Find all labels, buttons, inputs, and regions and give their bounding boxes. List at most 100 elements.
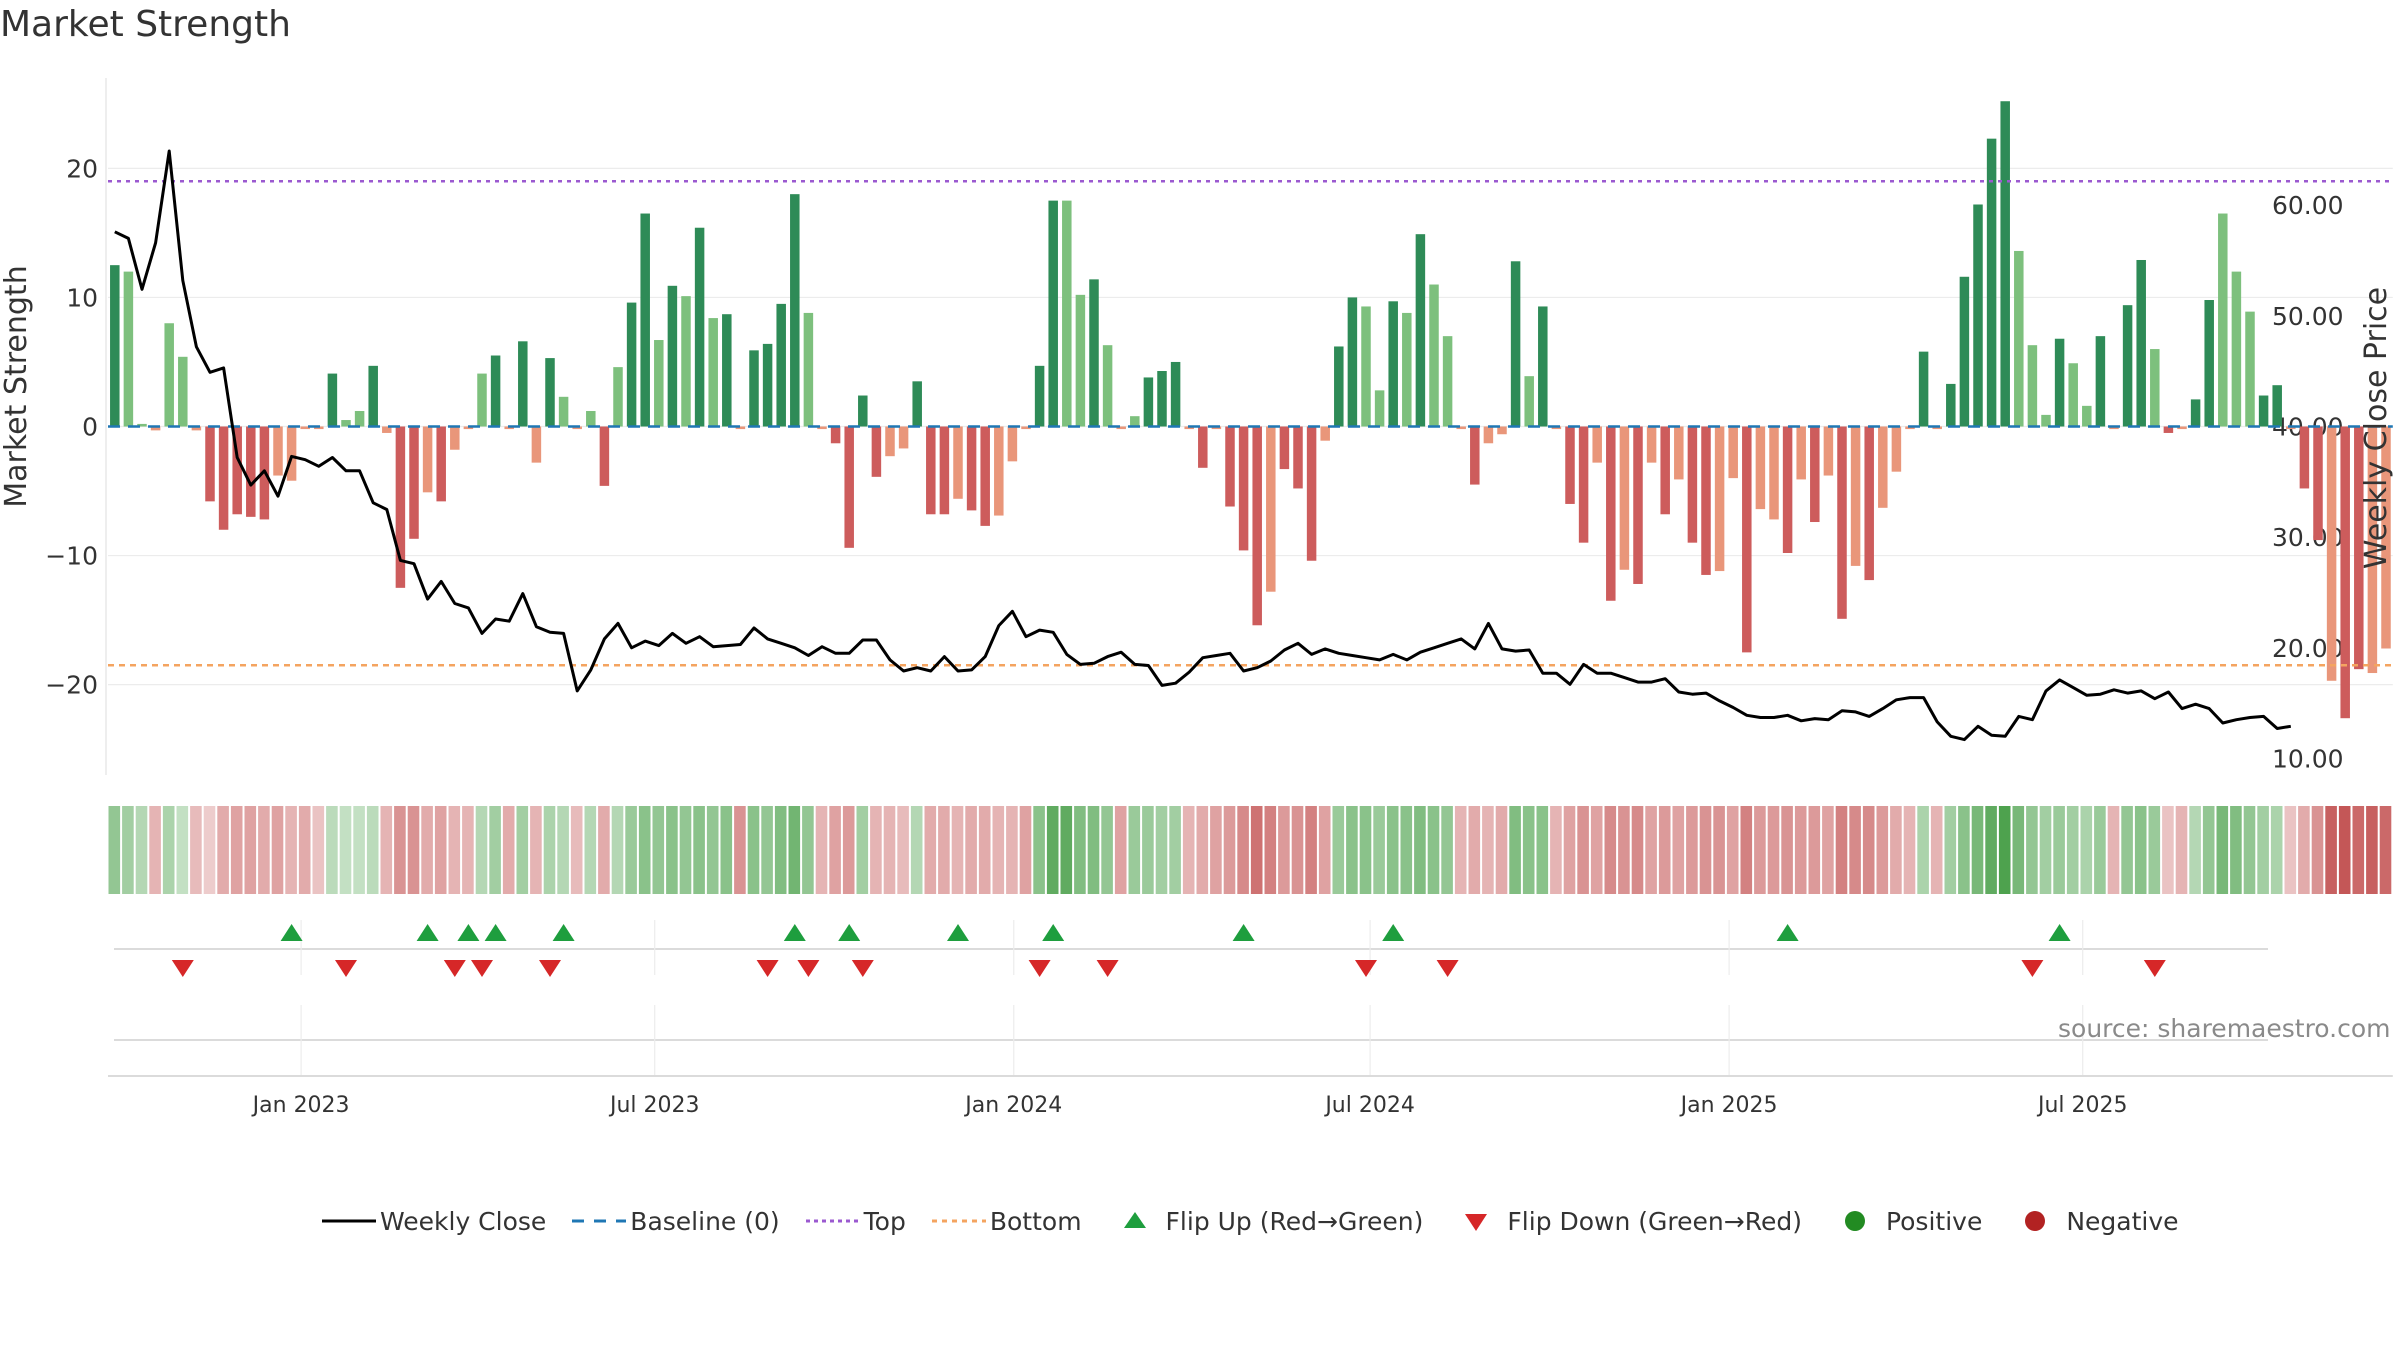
heat-cell [1835, 806, 1848, 894]
heat-cell [1672, 806, 1685, 894]
heat-cell [2012, 806, 2025, 894]
heat-cell [1890, 806, 1902, 894]
heat-cell [339, 806, 352, 894]
strength-bars [110, 101, 2391, 719]
strength-bar [178, 356, 188, 427]
strength-bar [218, 426, 229, 530]
flip-down-marker [756, 960, 779, 977]
x-tick-label: Jan 2024 [963, 1093, 1062, 1118]
strength-bar [1864, 426, 1874, 581]
strength-bar [1116, 426, 1126, 430]
strength-bar [123, 271, 134, 427]
heat-cell [747, 806, 760, 894]
strength-bar [1551, 426, 1562, 430]
heat-cell [1318, 806, 1331, 894]
strength-bar [531, 426, 542, 463]
heat-cell [1414, 806, 1426, 894]
strength-bar [1986, 138, 1997, 427]
strength-bar [382, 426, 392, 433]
strength-bar [1619, 426, 1630, 570]
legend-item-close: Weekly Close [318, 1206, 546, 1236]
heat-cell [1291, 806, 1304, 894]
strength-bar [939, 426, 950, 515]
strength-bar [1633, 426, 1643, 584]
heat-cell [1019, 806, 1032, 894]
strength-bar [586, 411, 596, 427]
heat-cell [1223, 806, 1236, 894]
strength-bar [1211, 426, 1222, 430]
heat-cell [2298, 806, 2310, 894]
heat-cell [1128, 806, 1141, 894]
legend-swatch-bottom [931, 1219, 986, 1223]
heat-cell [190, 806, 202, 894]
strength-bar [626, 302, 637, 427]
strength-bar [1007, 426, 1018, 462]
heat-cell [856, 806, 869, 894]
legend-item-negative: Negative [2004, 1206, 2179, 1236]
heat-cell [1196, 806, 1209, 894]
strength-bar [327, 373, 338, 427]
heat-cell [2189, 806, 2201, 894]
strength-bar [1252, 426, 1262, 626]
heat-cell [1087, 806, 1100, 894]
strength-bar [191, 426, 202, 431]
y2-axis-label: Weekly Close Price [2359, 287, 2394, 569]
heat-cell [1944, 806, 1957, 894]
heat-cell [1550, 806, 1562, 894]
heat-cell [176, 806, 189, 894]
heat-cell [720, 806, 733, 894]
strength-bar [273, 426, 283, 476]
strength-bar [1565, 426, 1575, 504]
strength-bar [2000, 101, 2010, 427]
heat-cell [1917, 806, 1929, 894]
heat-cell [149, 806, 161, 894]
heat-cell [1373, 806, 1385, 894]
strength-bar [1402, 312, 1412, 427]
flip-down-marker [1028, 960, 1051, 977]
strength-bar [1293, 426, 1303, 489]
heat-cell [584, 806, 597, 894]
strength-bar [2163, 426, 2174, 433]
strength-bar [1034, 365, 1045, 427]
heat-cell [1998, 806, 2011, 894]
heat-cell [734, 806, 746, 894]
heat-cell [475, 806, 488, 894]
heat-cell [2216, 806, 2229, 894]
flip-down-marker [539, 960, 561, 977]
heat-cell [2026, 806, 2038, 894]
strength-bar [749, 350, 759, 427]
strength-bar [1742, 426, 1752, 653]
strength-bar [2204, 300, 2214, 427]
heat-cell [638, 806, 651, 894]
heat-cell [2121, 806, 2133, 894]
heat-cell [1713, 806, 1725, 894]
heat-cell [1822, 806, 1834, 894]
heat-cell [2162, 806, 2174, 894]
heat-cell [203, 806, 216, 894]
heat-cell [258, 806, 270, 894]
heat-cell [489, 806, 501, 894]
heat-cell [666, 806, 678, 894]
heat-cell [774, 806, 787, 894]
strength-bar [422, 426, 433, 493]
legend-label: Top [863, 1206, 906, 1236]
heat-cell [1794, 806, 1807, 894]
heat-cell [380, 806, 393, 894]
heat-cell [1427, 806, 1440, 894]
strength-bar [1823, 426, 1834, 476]
strength-bar [1782, 426, 1793, 553]
reference-lines [108, 180, 2393, 667]
flip-up-marker [1232, 924, 1255, 941]
strength-bar [1837, 426, 1847, 619]
strength-bar [2095, 336, 2106, 427]
heat-cell [883, 806, 896, 894]
strength-bar [1388, 301, 1398, 427]
strength-bar [1714, 426, 1725, 572]
strength-bar [1578, 426, 1589, 543]
heat-cell [1346, 806, 1358, 894]
strength-bar [1225, 426, 1235, 507]
flip-down-marker [851, 960, 874, 977]
axes: −20−100102010.0020.0030.0040.0050.0060.0… [45, 78, 2344, 775]
heat-cell [407, 806, 420, 894]
heat-cell [1767, 806, 1780, 894]
